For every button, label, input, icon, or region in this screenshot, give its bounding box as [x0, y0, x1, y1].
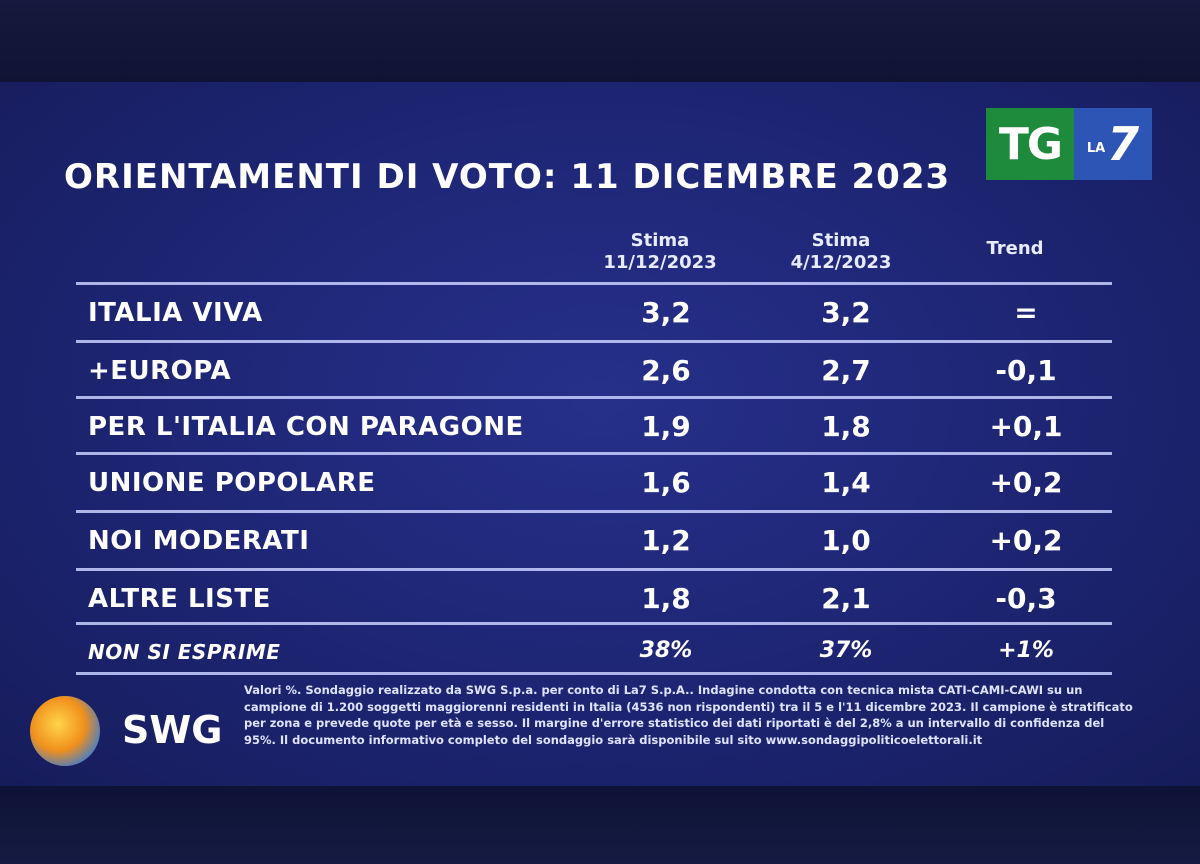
- table-rule: [76, 672, 1112, 675]
- trend-value: -0,3: [995, 582, 1057, 615]
- table-row: PER L'ITALIA CON PARAGONE 1,9 1,8 +0,1: [76, 400, 1112, 454]
- trend-value: =: [1014, 296, 1038, 329]
- current-estimate: 1,6: [641, 466, 691, 499]
- table-row: NON SI ESPRIME 38% 37% +1%: [76, 626, 1112, 680]
- table-rule: [76, 452, 1112, 455]
- party-name: NON SI ESPRIME: [88, 640, 281, 664]
- column-header-previous-line2: 4/12/2023: [790, 252, 892, 273]
- current-estimate: 3,2: [641, 296, 691, 329]
- trend-value: +0,1: [989, 410, 1063, 443]
- current-estimate: 38%: [639, 638, 693, 663]
- party-name: ALTRE LISTE: [88, 584, 271, 614]
- bottom-band: [0, 786, 1200, 864]
- column-header-previous-line1: Stima: [811, 230, 871, 251]
- table-row: ALTRE LISTE 1,8 2,1 -0,3: [76, 572, 1112, 626]
- poll-screen: ORIENTAMENTI DI VOTO: 11 DICEMBRE 2023 T…: [0, 82, 1200, 786]
- table-rule: [76, 510, 1112, 513]
- table-row: ITALIA VIVA 3,2 3,2 =: [76, 286, 1112, 340]
- tg-logo-text: TG: [986, 108, 1074, 180]
- current-estimate: 2,6: [641, 354, 691, 387]
- la7-logo: LA 7: [1074, 108, 1152, 180]
- previous-estimate: 2,7: [821, 354, 871, 387]
- la7-logo-seven: 7: [1107, 117, 1140, 171]
- column-header-trend-line1: Trend: [986, 238, 1044, 259]
- table-row: +EUROPA 2,6 2,7 -0,1: [76, 344, 1112, 398]
- table-rule: [76, 396, 1112, 399]
- page-title: ORIENTAMENTI DI VOTO: 11 DICEMBRE 2023: [64, 157, 951, 197]
- swg-logo-text: SWG: [122, 708, 223, 752]
- current-estimate: 1,9: [641, 410, 691, 443]
- party-name: +EUROPA: [88, 356, 232, 386]
- swg-globe-icon: [30, 696, 100, 766]
- trend-value: +0,2: [989, 524, 1063, 557]
- swg-logo: SWG: [30, 694, 230, 770]
- previous-estimate: 3,2: [821, 296, 871, 329]
- previous-estimate: 1,8: [821, 410, 871, 443]
- table-row: NOI MODERATI 1,2 1,0 +0,2: [76, 514, 1112, 568]
- previous-estimate: 1,4: [821, 466, 871, 499]
- party-name: ITALIA VIVA: [88, 298, 263, 328]
- table-rule: [76, 282, 1112, 285]
- column-header-trend: Trend: [960, 238, 1070, 260]
- previous-estimate: 2,1: [821, 582, 871, 615]
- current-estimate: 1,2: [641, 524, 691, 557]
- column-header-previous: Stima 4/12/2023: [766, 230, 916, 274]
- party-name: UNIONE POPOLARE: [88, 468, 376, 498]
- table-rule: [76, 622, 1112, 625]
- top-band: [0, 0, 1200, 82]
- party-name: PER L'ITALIA CON PARAGONE: [88, 412, 524, 442]
- party-name: NOI MODERATI: [88, 526, 310, 556]
- tg-la7-logo: TG LA 7: [986, 108, 1152, 180]
- column-header-current-line2: 11/12/2023: [603, 252, 717, 273]
- column-header-current-line1: Stima: [630, 230, 690, 251]
- column-header-current: Stima 11/12/2023: [584, 230, 736, 274]
- trend-value: +0,2: [989, 466, 1063, 499]
- table-row: UNIONE POPOLARE 1,6 1,4 +0,2: [76, 456, 1112, 510]
- la7-logo-la: LA: [1086, 140, 1106, 156]
- previous-estimate: 1,0: [821, 524, 871, 557]
- previous-estimate: 37%: [819, 638, 873, 663]
- trend-value: -0,1: [995, 354, 1057, 387]
- table-rule: [76, 568, 1112, 571]
- trend-value: +1%: [998, 638, 1054, 663]
- current-estimate: 1,8: [641, 582, 691, 615]
- methodology-footnote: Valori %. Sondaggio realizzato da SWG S.…: [244, 683, 1133, 747]
- table-rule: [76, 340, 1112, 343]
